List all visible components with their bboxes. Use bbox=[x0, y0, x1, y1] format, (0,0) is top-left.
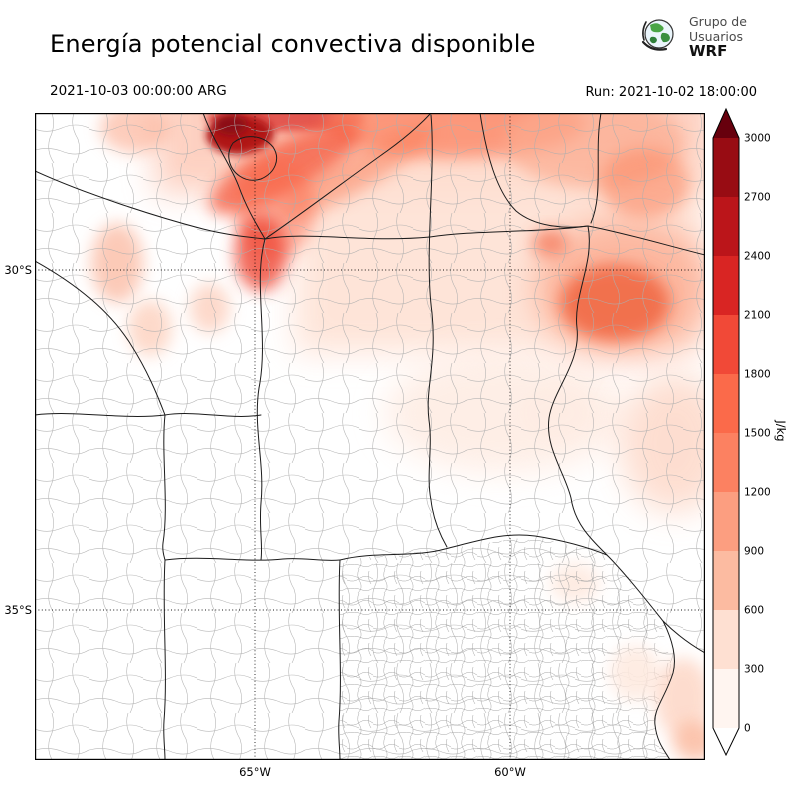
lon-tick-60w: 60°W bbox=[494, 765, 526, 779]
colorbar-tick-label: 1800 bbox=[744, 369, 771, 381]
gridlines bbox=[35, 113, 705, 760]
page-title: Energía potencial convectiva disponible bbox=[50, 30, 536, 58]
colorbar-tick-labels: 3000 2700 2400 2100 1800 1500 1200 900 6… bbox=[744, 133, 771, 735]
colorbar-segments bbox=[713, 138, 739, 728]
lat-tick-35s: 35°S bbox=[4, 603, 32, 617]
colorbar-tick-label: 1500 bbox=[744, 428, 771, 440]
map-canvas bbox=[35, 113, 705, 760]
colorbar-outline bbox=[712, 107, 740, 757]
colorbar-tick-label: 2700 bbox=[744, 192, 771, 204]
colorbar-tick-label: 2100 bbox=[744, 310, 771, 322]
department-mesh-fine bbox=[340, 536, 673, 760]
lat-tick-30s: 30°S bbox=[4, 263, 32, 277]
colorbar-tick-label: 0 bbox=[744, 723, 751, 735]
globe-icon bbox=[641, 19, 674, 51]
colorbar: 3000 2700 2400 2100 1800 1500 1200 900 6… bbox=[712, 107, 771, 757]
colorbar-over-arrow bbox=[713, 109, 739, 138]
province-borders bbox=[35, 113, 705, 760]
valid-time: 2021-10-03 00:00:00 ARG bbox=[50, 83, 227, 99]
colorbar-tick-label: 300 bbox=[744, 664, 764, 676]
colorbar-tick-label: 3000 bbox=[744, 133, 771, 145]
colorbar-under-arrow bbox=[713, 728, 739, 755]
wrf-logo: Grupo de Usuarios WRF bbox=[636, 13, 747, 59]
colorbar-tick-label: 900 bbox=[744, 546, 764, 558]
logo-line3: WRF bbox=[689, 41, 728, 60]
logo-line2: Usuarios bbox=[689, 28, 744, 44]
cape-shading-coastal bbox=[610, 645, 705, 760]
logo-line1: Grupo de bbox=[689, 13, 747, 29]
colorbar-unit-label: J/kg bbox=[774, 420, 788, 442]
run-time: Run: 2021-10-02 18:00:00 bbox=[585, 85, 757, 100]
map-frame-border bbox=[35, 113, 705, 760]
map bbox=[35, 113, 705, 760]
colorbar-tick-label: 600 bbox=[744, 605, 764, 617]
colorbar-tick-label: 1200 bbox=[744, 487, 771, 499]
lon-tick-65w: 65°W bbox=[239, 765, 271, 779]
colorbar-tick-label: 2400 bbox=[744, 251, 771, 263]
